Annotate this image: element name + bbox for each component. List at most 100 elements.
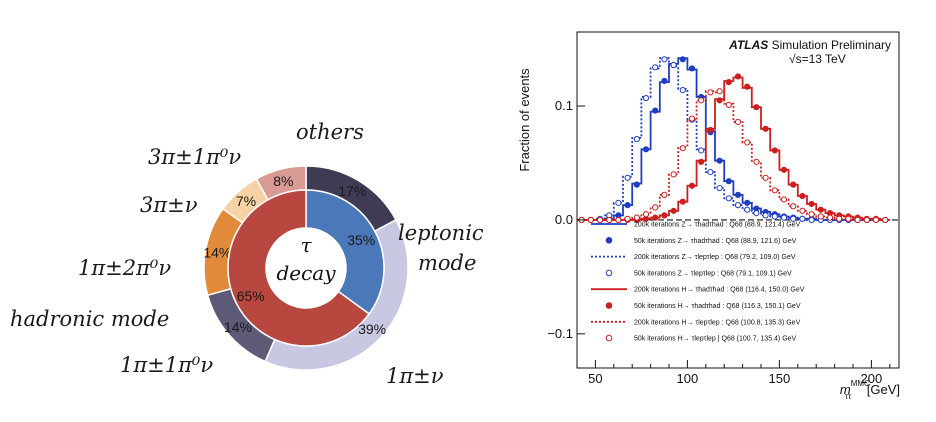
series-1-point-7 bbox=[642, 146, 650, 153]
series-7-point-32 bbox=[872, 216, 880, 224]
chart-header-rest: Simulation Preliminary bbox=[768, 38, 891, 52]
series-7-point-1 bbox=[587, 216, 594, 224]
label-1pi-2pi0-nu: 1π±2π⁰ν bbox=[78, 256, 171, 280]
inner-slice-label-1: 65% bbox=[237, 288, 265, 304]
series-1-point-15 bbox=[716, 157, 723, 164]
x-tick-label-1: 100 bbox=[677, 371, 699, 386]
legend-label-6: 200k iterations H→ τlepτlep : Q68 (100.8… bbox=[634, 319, 801, 326]
legend-label-5: 50k iterations H→ τhadτhad : Q68 (116.3,… bbox=[634, 303, 801, 310]
series-5-point-8 bbox=[652, 214, 659, 221]
donut-center-label-decay: decay bbox=[276, 261, 336, 285]
label-3pi-nu: 3π±ν bbox=[140, 193, 198, 217]
outer-slice-label-4: 7% bbox=[236, 193, 256, 209]
series-5-point-17 bbox=[734, 73, 742, 80]
series-7-point-13 bbox=[698, 97, 705, 104]
chart-header-energy: √s=13 TeV bbox=[789, 52, 846, 66]
series-1-point-5 bbox=[624, 202, 631, 209]
series-3-point-20 bbox=[762, 212, 769, 219]
series-5-point-13 bbox=[698, 158, 705, 165]
series-line-0 bbox=[577, 57, 890, 221]
outer-slice-label-0: 17% bbox=[338, 183, 366, 199]
outer-slice-label-2: 14% bbox=[224, 319, 252, 335]
label-1pi-1pi0-nu: 1π±1π⁰ν bbox=[120, 353, 213, 377]
x-tick-label-3: 200 bbox=[861, 371, 883, 386]
series-7-point-12 bbox=[688, 115, 696, 122]
series-3-point-15 bbox=[716, 184, 723, 192]
legend-label-0: 200k iterations Z→ τhadτhad : Q68 (88.9,… bbox=[634, 222, 801, 229]
series-3-point-25 bbox=[808, 216, 815, 224]
series-3-point-18 bbox=[744, 206, 751, 213]
series-7-point-11 bbox=[679, 145, 686, 152]
series-7-point-16 bbox=[725, 101, 732, 108]
series-5-point-9 bbox=[661, 212, 668, 219]
series-7-point-27 bbox=[826, 214, 834, 221]
x-tick-label-0: 50 bbox=[588, 371, 602, 386]
legend-label-4: 200k iterations H→ τhadτhad : Q68 (116.4… bbox=[634, 287, 805, 294]
series-line-6 bbox=[577, 90, 890, 221]
series-7-point-9 bbox=[661, 191, 668, 198]
series-3-point-8 bbox=[652, 64, 659, 71]
series-1-point-17 bbox=[734, 191, 742, 198]
series-3-point-11 bbox=[679, 86, 686, 94]
series-3-point-21 bbox=[771, 213, 778, 220]
series-7-point-21 bbox=[771, 187, 778, 194]
series-3-point-9 bbox=[661, 56, 668, 63]
x-axis-label-base: m bbox=[840, 382, 851, 397]
series-5-point-25 bbox=[808, 200, 815, 208]
series-7-point-18 bbox=[744, 139, 751, 146]
series-7-point-4 bbox=[615, 216, 622, 224]
series-7-point-26 bbox=[817, 213, 824, 220]
outer-slice-label-5: 8% bbox=[273, 173, 293, 189]
series-7-point-30 bbox=[854, 216, 861, 224]
series-7-point-31 bbox=[863, 216, 870, 224]
outer-slice-label-1: 39% bbox=[358, 321, 386, 337]
series-7-point-8 bbox=[652, 204, 659, 211]
series-7-point-6 bbox=[633, 214, 640, 221]
y-axis-label: Fraction of events bbox=[517, 68, 532, 172]
label-mode: mode bbox=[418, 251, 476, 275]
series-7-point-22 bbox=[780, 196, 788, 203]
series-3-point-14 bbox=[707, 168, 714, 176]
series-7-point-28 bbox=[836, 215, 843, 222]
series-5-point-11 bbox=[679, 198, 686, 205]
x-axis-label: mMMC ττ [GeV] bbox=[840, 379, 900, 400]
series-3-point-13 bbox=[698, 147, 705, 154]
series-7-point-14 bbox=[707, 89, 714, 96]
legend-swatch-7 bbox=[605, 334, 613, 342]
series-5-point-24 bbox=[799, 192, 806, 200]
outer-slice-label-3: 14% bbox=[203, 244, 231, 260]
series-3-point-7 bbox=[642, 94, 650, 102]
legend-swatch-1 bbox=[605, 237, 613, 244]
series-1-point-8 bbox=[652, 107, 659, 114]
label-1pi-nu: 1π±ν bbox=[386, 364, 444, 388]
series-3-point-22 bbox=[780, 214, 788, 221]
series-3-point-5 bbox=[624, 174, 631, 181]
series-5-point-15 bbox=[716, 97, 723, 104]
series-3-point-23 bbox=[790, 215, 797, 222]
chart-header-atlas: ATLAS bbox=[728, 38, 768, 52]
inner-slice-1 bbox=[227, 189, 371, 347]
series-5-point-23 bbox=[790, 181, 797, 188]
series-7-point-15 bbox=[716, 88, 723, 95]
y-tick-label-1: 0.0 bbox=[555, 212, 573, 227]
series-7-point-17 bbox=[734, 118, 742, 126]
legend-label-2: 200k iterations Z→ τlepτlep : Q68 (79.2,… bbox=[634, 254, 796, 261]
series-3-point-4 bbox=[615, 199, 622, 206]
series-7-point-2 bbox=[596, 216, 604, 224]
series-7-point-5 bbox=[624, 215, 631, 222]
label-leptonic: leptonic bbox=[398, 221, 484, 245]
series-5-point-21 bbox=[771, 147, 778, 154]
series-5-point-26 bbox=[817, 206, 824, 213]
series-7-point-19 bbox=[753, 158, 760, 165]
series-7-point-29 bbox=[845, 215, 852, 222]
legend-label-7: 50k iterations H→ τlepτlep | Q68 (100.7,… bbox=[634, 336, 797, 343]
series-3-point-19 bbox=[753, 209, 760, 217]
series-7-point-3 bbox=[606, 216, 613, 224]
series-7-point-24 bbox=[799, 207, 806, 214]
x-axis-label-unit: [GeV] bbox=[863, 382, 900, 397]
series-1-point-9 bbox=[661, 77, 668, 85]
series-7-point-25 bbox=[808, 211, 815, 218]
tau-decay-donut-chart: 17% 39% 14% 14% 7% 8% 35% 65% τ decay others 3π… bbox=[10, 120, 484, 388]
series-7-point-33 bbox=[882, 216, 889, 224]
series-3-point-24 bbox=[799, 215, 806, 222]
